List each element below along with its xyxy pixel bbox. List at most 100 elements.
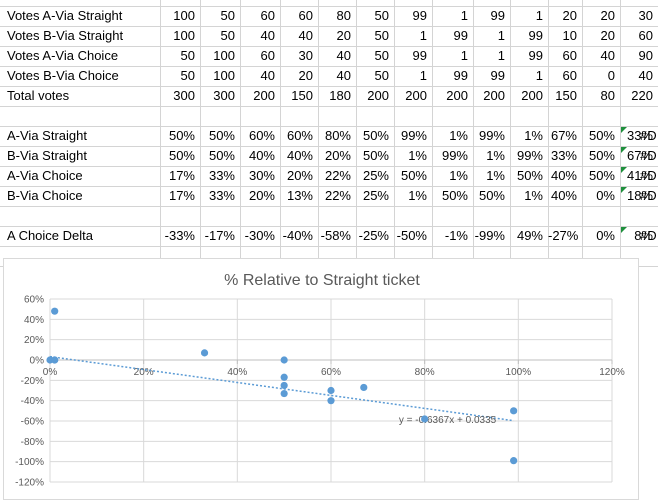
table-cell[interactable]: 150 <box>555 88 577 103</box>
error-indicator-icon[interactable] <box>621 167 627 173</box>
table-cell[interactable]: 17% <box>168 168 195 183</box>
table-cell[interactable]: 80 <box>336 8 351 23</box>
table-cell[interactable]: 99 <box>490 8 505 23</box>
table-cell[interactable]: 99 <box>528 48 543 63</box>
table-cell[interactable]: 1 <box>535 68 543 83</box>
table-cell[interactable]: 0 <box>607 68 615 83</box>
table-cell[interactable]: 50% <box>588 128 615 143</box>
table-cell[interactable]: 40 <box>260 28 275 43</box>
table-cell[interactable]: 25% <box>362 168 389 183</box>
table-cell[interactable]: 17% <box>168 188 195 203</box>
table-cell[interactable]: 200 <box>483 88 505 103</box>
table-cell[interactable]: 50% <box>168 148 195 163</box>
table-cell[interactable]: -58% <box>320 228 351 243</box>
error-indicator-icon[interactable] <box>621 227 627 233</box>
table-cell[interactable]: 1 <box>460 8 468 23</box>
table-cell[interactable]: 49% <box>516 228 543 243</box>
table-cell[interactable]: 99 <box>453 28 468 43</box>
table-cell[interactable]: 30 <box>638 8 653 23</box>
table-cell[interactable]: 90 <box>638 48 653 63</box>
table-cell[interactable]: 0% <box>596 228 615 243</box>
table-cell[interactable]: 1 <box>460 48 468 63</box>
table-cell[interactable]: 20% <box>324 148 351 163</box>
table-cell[interactable]: 60 <box>260 48 275 63</box>
table-cell[interactable]: 1% <box>449 168 468 183</box>
table-cell[interactable]: 99 <box>453 68 468 83</box>
table-cell[interactable]: 1% <box>486 168 505 183</box>
row-label[interactable]: B-Via Straight <box>7 148 87 163</box>
table-cell[interactable]: 60% <box>248 128 275 143</box>
table-cell[interactable]: 100 <box>213 68 235 83</box>
table-cell[interactable]: 50% <box>400 168 427 183</box>
table-cell[interactable]: 20 <box>600 28 615 43</box>
table-cell[interactable]: 50% <box>478 188 505 203</box>
table-cell[interactable]: 80 <box>600 88 615 103</box>
table-cell[interactable]: 50% <box>168 128 195 143</box>
row-label[interactable]: Total votes <box>7 88 70 103</box>
row-label[interactable]: A-Via Straight <box>7 128 87 143</box>
row-label[interactable]: A-Via Choice <box>7 168 83 183</box>
table-cell[interactable]: 60 <box>638 28 653 43</box>
table-cell[interactable]: -40% <box>282 228 313 243</box>
table-cell[interactable]: 13% <box>286 188 313 203</box>
row-label[interactable]: A Choice Delta <box>7 228 93 243</box>
table-cell[interactable]: -99% <box>474 228 505 243</box>
table-cell[interactable]: 22% <box>324 168 351 183</box>
table-cell[interactable]: 1% <box>408 148 427 163</box>
error-indicator-icon[interactable] <box>621 127 627 133</box>
table-cell[interactable]: 50% <box>208 148 235 163</box>
table-cell[interactable]: 40% <box>286 148 313 163</box>
table-cell[interactable]: -30% <box>244 228 275 243</box>
table-cell[interactable]: 30% <box>248 168 275 183</box>
table-cell[interactable]: 40% <box>550 188 577 203</box>
table-cell[interactable]: 50% <box>441 188 468 203</box>
table-cell[interactable]: 18% <box>626 188 653 203</box>
table-cell[interactable]: 300 <box>173 88 195 103</box>
table-cell[interactable]: 20 <box>562 8 577 23</box>
table-cell[interactable]: 60 <box>298 8 313 23</box>
table-cell[interactable]: 25% <box>362 188 389 203</box>
table-cell[interactable]: -50% <box>396 228 427 243</box>
table-cell[interactable]: 67% <box>626 148 653 163</box>
table-cell[interactable]: 20 <box>298 68 313 83</box>
table-cell[interactable]: 33% <box>550 148 577 163</box>
row-label[interactable]: Votes A-Via Straight <box>7 8 123 23</box>
table-cell[interactable]: 1% <box>524 128 543 143</box>
error-cell[interactable]: #D <box>640 148 657 163</box>
table-cell[interactable]: 20 <box>336 28 351 43</box>
error-cell[interactable]: #D <box>640 168 657 183</box>
table-cell[interactable]: 200 <box>521 88 543 103</box>
table-cell[interactable]: 200 <box>405 88 427 103</box>
table-cell[interactable]: 99% <box>441 148 468 163</box>
table-cell[interactable]: 100 <box>173 28 195 43</box>
table-cell[interactable]: 60% <box>286 128 313 143</box>
table-cell[interactable]: 99% <box>478 128 505 143</box>
error-indicator-icon[interactable] <box>621 187 627 193</box>
table-cell[interactable]: 67% <box>550 128 577 143</box>
table-cell[interactable]: 200 <box>367 88 389 103</box>
table-cell[interactable]: 20% <box>248 188 275 203</box>
table-cell[interactable]: 1% <box>486 148 505 163</box>
table-cell[interactable]: 33% <box>208 168 235 183</box>
table-cell[interactable]: 40% <box>248 148 275 163</box>
table-cell[interactable]: 50% <box>588 148 615 163</box>
table-cell[interactable]: 1 <box>497 48 505 63</box>
table-cell[interactable]: 50 <box>374 8 389 23</box>
table-cell[interactable]: 20 <box>600 8 615 23</box>
table-cell[interactable]: -17% <box>204 228 235 243</box>
table-cell[interactable]: 99% <box>400 128 427 143</box>
error-cell[interactable]: #D <box>640 128 657 143</box>
table-cell[interactable]: 50% <box>208 128 235 143</box>
row-label[interactable]: Votes A-Via Choice <box>7 48 119 63</box>
table-cell[interactable]: 200 <box>253 88 275 103</box>
table-cell[interactable]: 100 <box>173 8 195 23</box>
scatter-chart[interactable]: % Relative to Straight ticket 60% 40% 20% 0%… <box>3 258 639 500</box>
table-cell[interactable]: 40 <box>638 68 653 83</box>
table-cell[interactable]: 40 <box>336 68 351 83</box>
table-cell[interactable]: 1% <box>408 188 427 203</box>
row-label[interactable]: Votes B-Via Straight <box>7 28 124 43</box>
table-cell[interactable]: 40 <box>600 48 615 63</box>
table-cell[interactable]: 1 <box>535 8 543 23</box>
table-cell[interactable]: 60 <box>562 68 577 83</box>
